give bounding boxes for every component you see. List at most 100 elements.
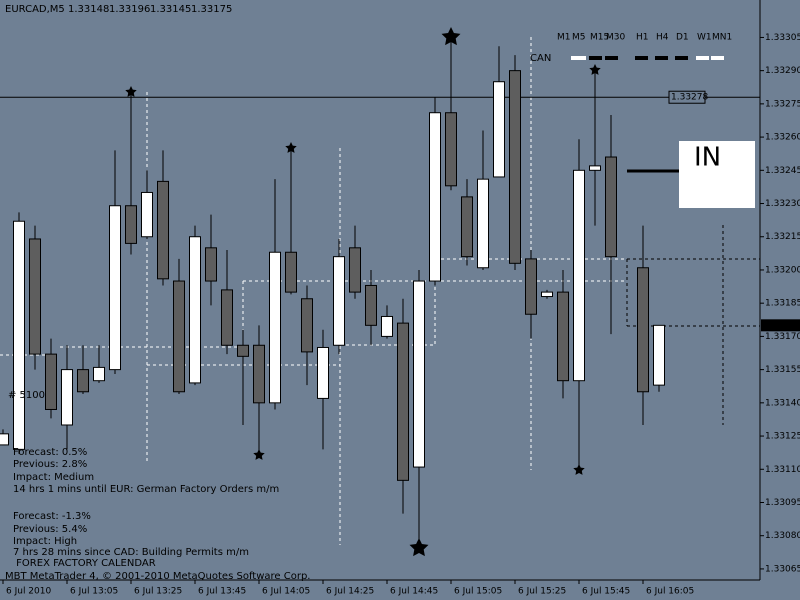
y-tick-label: 1.33215 xyxy=(765,232,800,242)
header-close: 1.33175 xyxy=(191,4,232,15)
timeframe-label: M30 xyxy=(606,33,625,43)
y-tick-label: 1.33245 xyxy=(765,166,800,176)
timeframe-label: M15 xyxy=(590,33,609,43)
calendar-line: Forecast: -1.3% xyxy=(13,511,91,522)
timeframe-indicator xyxy=(675,56,688,60)
y-tick-label: 1.33200 xyxy=(765,265,800,275)
candle-body xyxy=(381,315,393,337)
candle-body xyxy=(77,369,89,393)
calendar-line: Previous: 2.8% xyxy=(13,459,87,470)
y-tick-label: 1.33110 xyxy=(765,465,800,475)
candle-body xyxy=(0,433,9,446)
x-tick-label: 6 Jul 13:25 xyxy=(134,587,182,597)
candle-body xyxy=(285,251,297,293)
candle-body xyxy=(61,369,73,426)
level-label-box xyxy=(668,90,706,104)
y-tick-label: 1.33155 xyxy=(765,365,800,375)
candle-body xyxy=(141,191,153,238)
level-label: 1.33278 xyxy=(671,93,708,103)
y-tick-label: 1.33125 xyxy=(765,432,800,442)
candle-body xyxy=(637,267,649,393)
y-tick-label: 1.33305 xyxy=(765,33,800,43)
candle-body xyxy=(413,280,425,468)
y-tick-label: 1.33065 xyxy=(765,564,800,574)
candle-body xyxy=(333,256,345,346)
timeframe-label: H1 xyxy=(636,33,649,43)
y-tick-label: 1.33290 xyxy=(765,66,800,76)
calendar-line: Impact: Medium xyxy=(13,472,94,483)
timeframe-indicator xyxy=(589,56,602,60)
timeframe-label: M5 xyxy=(572,33,586,43)
y-tick-label: 1.33140 xyxy=(765,398,800,408)
candle-body xyxy=(237,344,249,357)
x-tick-label: 6 Jul 14:25 xyxy=(326,587,374,597)
header-high: 1.33196 xyxy=(109,4,150,15)
header-open: 1.33148 xyxy=(68,4,109,15)
currency-label: CAN xyxy=(530,53,551,64)
candle-body xyxy=(29,238,41,355)
calendar-line: 14 hrs 1 mins until EUR: German Factory … xyxy=(13,484,279,495)
calendar-line: Impact: High xyxy=(13,536,77,547)
bid-label-box xyxy=(761,319,800,332)
candle-body xyxy=(525,258,537,315)
timeframe-indicator xyxy=(635,56,648,60)
timeframe-indicator xyxy=(655,56,668,60)
candle-body xyxy=(93,366,105,382)
header-low: 1.33145 xyxy=(150,4,191,15)
calendar-line: Forecast: 0.5% xyxy=(13,447,87,458)
chart-title: EURCAD,M5 xyxy=(5,4,65,15)
timeframe-indicator xyxy=(605,56,618,60)
candle-body xyxy=(157,180,169,280)
magic-number: # 5100 xyxy=(8,390,45,401)
candle-body xyxy=(205,247,217,282)
timeframe-indicator xyxy=(696,56,709,60)
candle-body xyxy=(477,178,489,269)
candle-body xyxy=(173,280,185,393)
calendar-line: 7 hrs 28 mins since CAD: Building Permit… xyxy=(13,547,249,558)
signal-label: IN xyxy=(694,143,721,173)
candle-body xyxy=(45,353,57,410)
candle-body xyxy=(429,112,441,282)
candle-body xyxy=(653,324,665,386)
candle-body xyxy=(13,220,25,450)
x-tick-label: 6 Jul 15:05 xyxy=(454,587,502,597)
candle-body xyxy=(317,346,329,399)
timeframe-label: H4 xyxy=(656,33,669,43)
bid-label: 1.33175 xyxy=(763,321,800,331)
candle-body xyxy=(253,344,265,404)
candle-body xyxy=(541,291,553,298)
y-tick-label: 1.33080 xyxy=(765,531,800,541)
candle-body xyxy=(557,291,569,382)
signal-box xyxy=(679,141,755,208)
timeframe-label: MN1 xyxy=(712,33,732,43)
candle-body xyxy=(509,70,521,264)
candle-body xyxy=(365,284,377,326)
candle-body xyxy=(445,112,457,187)
candle-body xyxy=(589,165,601,171)
x-tick-label: 6 Jul 14:45 xyxy=(390,587,438,597)
candle-body xyxy=(349,247,361,293)
calendar-line: FOREX FACTORY CALENDAR xyxy=(13,558,156,569)
y-tick-label: 1.33170 xyxy=(765,332,800,342)
candle-body xyxy=(605,156,617,258)
candle-body xyxy=(189,236,201,384)
candle-body xyxy=(397,322,409,481)
candle-body xyxy=(269,251,281,404)
x-tick-label: 6 Jul 15:25 xyxy=(518,587,566,597)
x-tick-label: 6 Jul 16:05 xyxy=(646,587,694,597)
calendar-line: Previous: 5.4% xyxy=(13,524,87,535)
x-tick-label: 6 Jul 15:45 xyxy=(582,587,630,597)
timeframe-label: D1 xyxy=(676,33,689,43)
y-tick-label: 1.33275 xyxy=(765,99,800,109)
y-tick-label: 1.33230 xyxy=(765,199,800,209)
candle-body xyxy=(125,205,137,244)
candle-body xyxy=(493,81,505,178)
timeframe-indicator xyxy=(711,56,724,60)
x-tick-label: 6 Jul 13:05 xyxy=(70,587,118,597)
y-tick-label: 1.33095 xyxy=(765,498,800,508)
timeframe-label: M1 xyxy=(557,33,571,43)
x-tick-label: 6 Jul 13:45 xyxy=(198,587,246,597)
candle-body xyxy=(573,169,585,382)
x-tick-label: 6 Jul 2010 xyxy=(6,587,51,597)
